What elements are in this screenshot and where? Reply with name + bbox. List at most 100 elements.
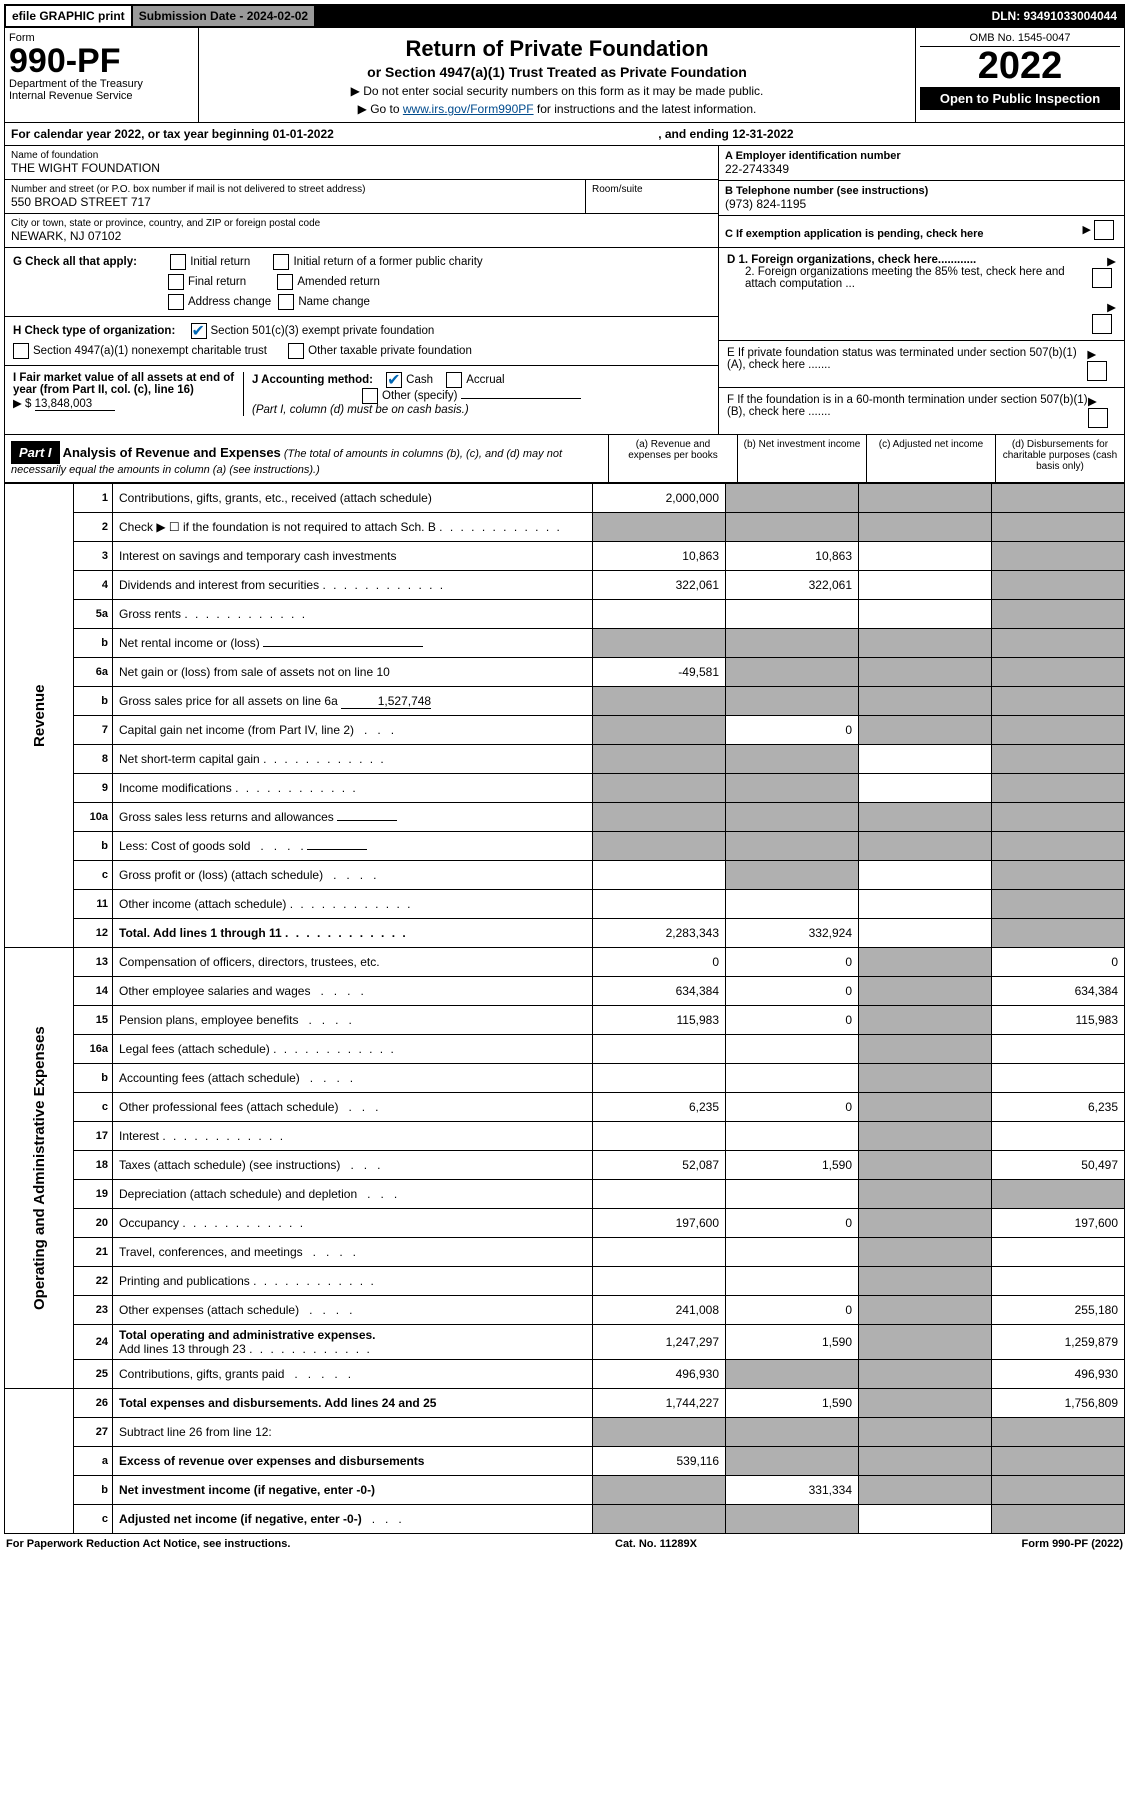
- table-row: bLess: Cost of goods sold . . . .: [5, 832, 1125, 861]
- h-other-checkbox[interactable]: [288, 343, 304, 359]
- g-opt0: Initial return: [190, 256, 250, 268]
- calendar-year-row: For calendar year 2022, or tax year begi…: [4, 123, 1125, 146]
- f-label: F If the foundation is in a 60-month ter…: [727, 394, 1088, 428]
- form-title-block: Return of Private Foundation or Section …: [199, 28, 916, 122]
- note2-pre: ▶ Go to: [358, 102, 403, 116]
- g-initial-checkbox[interactable]: [170, 254, 186, 270]
- g-initial-former-checkbox[interactable]: [273, 254, 289, 270]
- street-address: 550 BROAD STREET 717: [11, 195, 579, 209]
- h-4947-checkbox[interactable]: [13, 343, 29, 359]
- form-subtitle: or Section 4947(a)(1) Trust Treated as P…: [205, 64, 909, 80]
- checks-block: G Check all that apply: Initial return I…: [4, 248, 1125, 435]
- irs-label: Internal Revenue Service: [9, 90, 194, 102]
- g-label: G Check all that apply:: [13, 256, 137, 268]
- addr-label: Number and street (or P.O. box number if…: [11, 184, 579, 195]
- j-accrual-checkbox[interactable]: [446, 372, 462, 388]
- g-opt1: Initial return of a former public charit…: [293, 256, 482, 268]
- table-row: 6aNet gain or (loss) from sale of assets…: [5, 658, 1125, 687]
- j-accrual: Accrual: [466, 374, 504, 386]
- page-footer: For Paperwork Reduction Act Notice, see …: [4, 1534, 1125, 1554]
- d2-checkbox[interactable]: [1092, 314, 1112, 334]
- table-row: 15Pension plans, employee benefits . . .…: [5, 1006, 1125, 1035]
- table-row: 22Printing and publications: [5, 1267, 1125, 1296]
- j-other: Other (specify): [382, 390, 457, 402]
- table-row: 10aGross sales less returns and allowanc…: [5, 803, 1125, 832]
- d-row: D 1. Foreign organizations, check here..…: [719, 248, 1124, 341]
- form-header: Form 990-PF Department of the Treasury I…: [4, 28, 1125, 123]
- i-value: 13,848,003: [35, 398, 115, 411]
- revenue-vlabel: Revenue: [5, 484, 74, 948]
- table-row: 17Interest: [5, 1122, 1125, 1151]
- table-row: Operating and Administrative Expenses 13…: [5, 948, 1125, 977]
- table-row: cAdjusted net income (if negative, enter…: [5, 1505, 1125, 1534]
- d1-checkbox[interactable]: [1092, 268, 1112, 288]
- g-address-checkbox[interactable]: [168, 294, 184, 310]
- form-note2: ▶ Go to www.irs.gov/Form990PF for instru…: [205, 102, 909, 116]
- phone-value: (973) 824-1195: [725, 197, 1118, 211]
- table-row: 7Capital gain net income (from Part IV, …: [5, 716, 1125, 745]
- table-row: 19Depreciation (attach schedule) and dep…: [5, 1180, 1125, 1209]
- table-row: 27Subtract line 26 from line 12:: [5, 1418, 1125, 1447]
- table-row: bNet investment income (if negative, ent…: [5, 1476, 1125, 1505]
- table-row: 14Other employee salaries and wages . . …: [5, 977, 1125, 1006]
- efile-tag[interactable]: efile GRAPHIC print: [6, 6, 131, 26]
- j-label: J Accounting method:: [252, 374, 373, 386]
- cal-end: , and ending 12-31-2022: [658, 127, 793, 141]
- table-row: cOther professional fees (attach schedul…: [5, 1093, 1125, 1122]
- top-bar: efile GRAPHIC print Submission Date - 20…: [4, 4, 1125, 28]
- e-checkbox[interactable]: [1087, 361, 1107, 381]
- footer-left: For Paperwork Reduction Act Notice, see …: [6, 1538, 290, 1550]
- table-row: 3Interest on savings and temporary cash …: [5, 542, 1125, 571]
- f-row: F If the foundation is in a 60-month ter…: [719, 388, 1124, 434]
- ein-cell: A Employer identification number 22-2743…: [719, 146, 1124, 181]
- g-opt3: Amended return: [297, 276, 379, 288]
- phone-label: B Telephone number (see instructions): [725, 185, 1118, 197]
- g-final-checkbox[interactable]: [168, 274, 184, 290]
- name-label: Name of foundation: [11, 150, 712, 161]
- part1-header-row: Part I Analysis of Revenue and Expenses …: [4, 435, 1125, 483]
- j-other-checkbox[interactable]: [362, 388, 378, 404]
- j-cash-checkbox[interactable]: [386, 372, 402, 388]
- city-state-zip: NEWARK, NJ 07102: [11, 229, 712, 243]
- c-checkbox[interactable]: [1094, 220, 1114, 240]
- table-row: aExcess of revenue over expenses and dis…: [5, 1447, 1125, 1476]
- h-row: H Check type of organization: Section 50…: [5, 317, 718, 366]
- foundation-name-cell: Name of foundation THE WIGHT FOUNDATION: [5, 146, 718, 180]
- g-opt5: Name change: [298, 296, 370, 308]
- phone-cell: B Telephone number (see instructions) (9…: [719, 181, 1124, 216]
- h-label: H Check type of organization:: [13, 325, 175, 337]
- ein-label: A Employer identification number: [725, 150, 1118, 162]
- foundation-name: THE WIGHT FOUNDATION: [11, 161, 712, 175]
- dln: DLN: 93491033004044: [986, 6, 1123, 26]
- d2-label: 2. Foreign organizations meeting the 85%…: [727, 266, 1087, 290]
- c-pending-cell: C If exemption application is pending, c…: [719, 216, 1124, 244]
- h-opt1: Section 501(c)(3) exempt private foundat…: [211, 325, 435, 337]
- table-row: 5aGross rents: [5, 600, 1125, 629]
- table-row: 25Contributions, gifts, grants paid . . …: [5, 1360, 1125, 1389]
- h-501c3-checkbox[interactable]: [191, 323, 207, 339]
- col-a-header: (a) Revenue and expenses per books: [608, 435, 737, 482]
- open-public: Open to Public Inspection: [920, 87, 1120, 110]
- table-row: 16aLegal fees (attach schedule): [5, 1035, 1125, 1064]
- g-amended-checkbox[interactable]: [277, 274, 293, 290]
- footer-mid: Cat. No. 11289X: [615, 1538, 697, 1550]
- col-d-header: (d) Disbursements for charitable purpose…: [995, 435, 1124, 482]
- form-id-block: Form 990-PF Department of the Treasury I…: [5, 28, 199, 122]
- j-note: (Part I, column (d) must be on cash basi…: [252, 404, 469, 416]
- table-row: 12Total. Add lines 1 through 11 2,283,34…: [5, 919, 1125, 948]
- part1-title: Analysis of Revenue and Expenses: [63, 445, 281, 460]
- table-row: 24Total operating and administrative exp…: [5, 1325, 1125, 1360]
- d1-label: D 1. Foreign organizations, check here..…: [727, 254, 976, 266]
- table-row: 26Total expenses and disbursements. Add …: [5, 1389, 1125, 1418]
- c-label: C If exemption application is pending, c…: [725, 228, 984, 240]
- tax-year: 2022: [920, 47, 1120, 85]
- table-row: 2Check ▶ ☐ if the foundation is not requ…: [5, 513, 1125, 542]
- instructions-link[interactable]: www.irs.gov/Form990PF: [403, 102, 534, 116]
- col-b-header: (b) Net investment income: [737, 435, 866, 482]
- j-cash: Cash: [406, 374, 433, 386]
- address-row: Number and street (or P.O. box number if…: [5, 180, 718, 214]
- city-cell: City or town, state or province, country…: [5, 214, 718, 247]
- g-name-checkbox[interactable]: [278, 294, 294, 310]
- f-checkbox[interactable]: [1088, 408, 1108, 428]
- cal-begin: For calendar year 2022, or tax year begi…: [11, 127, 334, 141]
